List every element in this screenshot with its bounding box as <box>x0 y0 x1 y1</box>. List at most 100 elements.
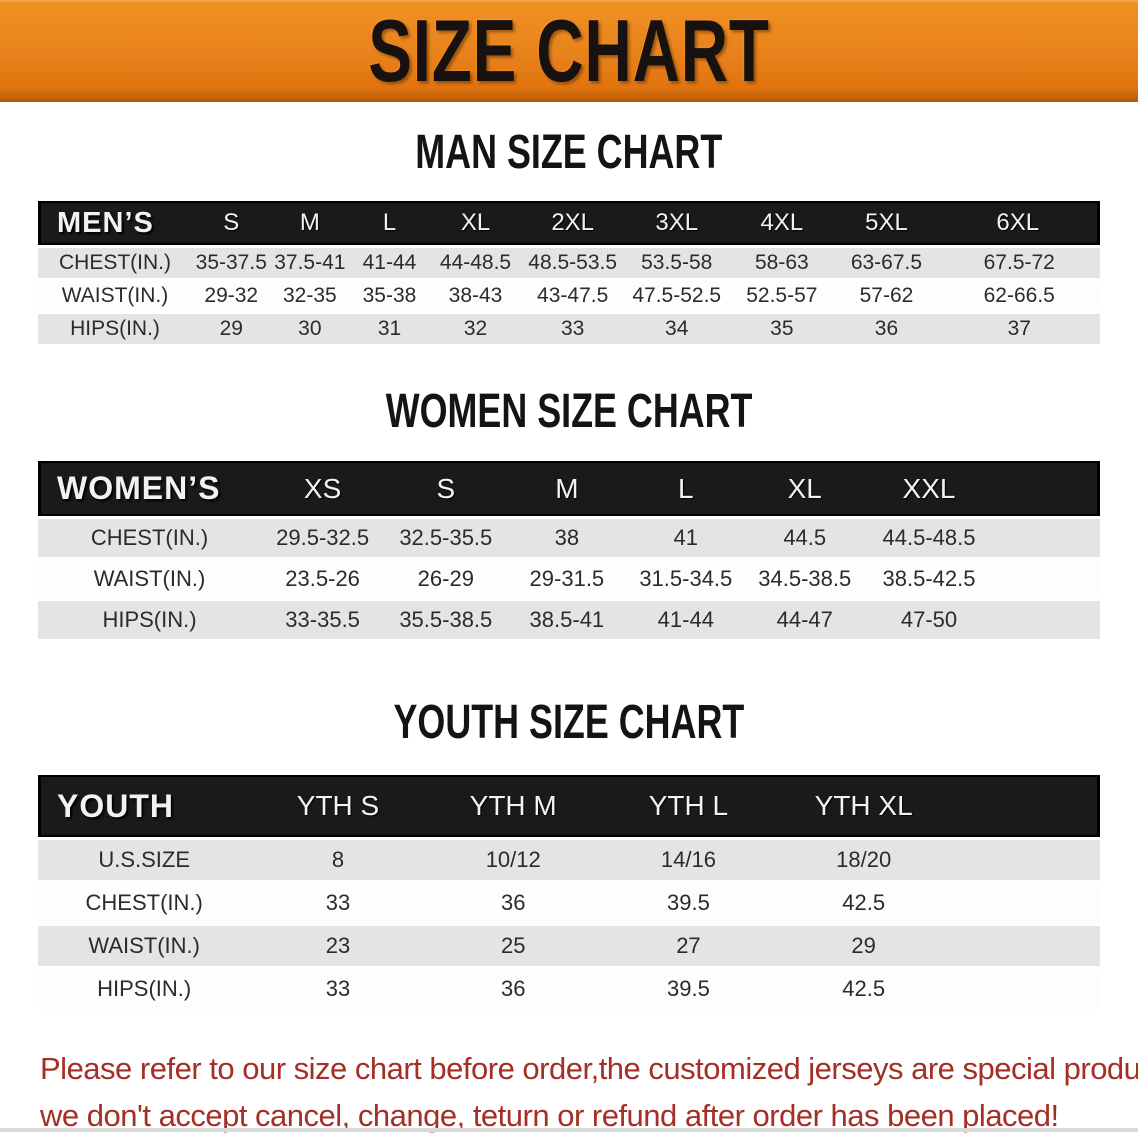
row-label: WAIST(IN.) <box>38 281 192 311</box>
column-header: XL <box>745 461 864 516</box>
column-header: L <box>349 201 430 245</box>
column-header: 2XL <box>521 201 624 245</box>
men-section-title: MAN SIZE CHART <box>0 128 1138 174</box>
size-value-cell: 38 <box>507 519 626 557</box>
size-value-cell: 35 <box>729 314 834 344</box>
size-value-cell: 57-62 <box>834 281 938 311</box>
disclaimer-line-2: we don't accept cancel, change, teturn o… <box>40 1093 1098 1139</box>
size-value-cell: 38-43 <box>430 281 521 311</box>
size-value-cell: 31 <box>349 314 430 344</box>
size-value-cell: 8 <box>250 840 425 880</box>
size-value-cell: 25 <box>426 926 601 966</box>
size-value-cell: 29 <box>192 314 271 344</box>
column-header: XS <box>261 461 384 516</box>
row-label: U.S.SIZE <box>38 840 250 880</box>
size-value-cell: 29.5-32.5 <box>261 519 384 557</box>
size-value-cell: 41-44 <box>349 248 430 278</box>
row-spacer <box>994 519 1100 557</box>
disclaimer-line-1: Please refer to our size chart before or… <box>40 1046 1098 1093</box>
banner-title: SIZE CHART <box>368 1 770 103</box>
table-header-label: YOUTH <box>38 775 250 837</box>
size-value-cell: 58-63 <box>729 248 834 278</box>
column-header: YTH S <box>250 775 425 837</box>
size-value-cell: 35-38 <box>349 281 430 311</box>
size-value-cell: 38.5-41 <box>507 601 626 639</box>
size-value-cell: 63-67.5 <box>834 248 938 278</box>
row-spacer <box>951 840 1100 880</box>
row-spacer <box>951 926 1100 966</box>
size-value-cell: 47.5-52.5 <box>624 281 729 311</box>
size-value-cell: 14/16 <box>601 840 776 880</box>
size-value-cell: 18/20 <box>776 840 951 880</box>
size-value-cell: 23.5-26 <box>261 560 384 598</box>
header-spacer <box>951 775 1100 837</box>
row-label: CHEST(IN.) <box>38 519 261 557</box>
table-header-label: MEN’S <box>38 201 192 245</box>
size-value-cell: 37 <box>938 314 1100 344</box>
size-value-cell: 10/12 <box>426 840 601 880</box>
size-value-cell: 31.5-34.5 <box>626 560 745 598</box>
size-value-cell: 37.5-41 <box>271 248 350 278</box>
column-header: 6XL <box>938 201 1100 245</box>
size-value-cell: 33 <box>250 883 425 923</box>
women-section-title: WOMEN SIZE CHART <box>0 387 1138 433</box>
size-value-cell: 29-32 <box>192 281 271 311</box>
size-value-cell: 41-44 <box>626 601 745 639</box>
size-value-cell: 36 <box>834 314 938 344</box>
row-spacer <box>951 969 1100 1009</box>
size-value-cell: 44-47 <box>745 601 864 639</box>
youth-section-title: YOUTH SIZE CHART <box>0 698 1138 744</box>
row-label: CHEST(IN.) <box>38 883 250 923</box>
size-value-cell: 39.5 <box>601 969 776 1009</box>
size-value-cell: 33 <box>250 969 425 1009</box>
size-value-cell: 44.5-48.5 <box>864 519 994 557</box>
row-label: HIPS(IN.) <box>38 314 192 344</box>
column-header: S <box>384 461 507 516</box>
size-value-cell: 42.5 <box>776 883 951 923</box>
column-header: 5XL <box>834 201 938 245</box>
size-value-cell: 30 <box>271 314 350 344</box>
size-value-cell: 47-50 <box>864 601 994 639</box>
size-value-cell: 41 <box>626 519 745 557</box>
bottom-edge-strip <box>0 1128 1138 1132</box>
size-value-cell: 43-47.5 <box>521 281 624 311</box>
size-value-cell: 36 <box>426 969 601 1009</box>
column-header: L <box>626 461 745 516</box>
row-label: WAIST(IN.) <box>38 560 261 598</box>
size-value-cell: 29 <box>776 926 951 966</box>
size-value-cell: 44-48.5 <box>430 248 521 278</box>
size-value-cell: 29-31.5 <box>507 560 626 598</box>
size-value-cell: 32 <box>430 314 521 344</box>
size-value-cell: 33-35.5 <box>261 601 384 639</box>
size-value-cell: 67.5-72 <box>938 248 1100 278</box>
size-value-cell: 53.5-58 <box>624 248 729 278</box>
size-value-cell: 39.5 <box>601 883 776 923</box>
size-value-cell: 42.5 <box>776 969 951 1009</box>
banner: SIZE CHART <box>0 0 1138 102</box>
disclaimer: Please refer to our size chart before or… <box>40 1046 1098 1139</box>
size-value-cell: 26-29 <box>384 560 507 598</box>
size-value-cell: 34 <box>624 314 729 344</box>
header-spacer <box>994 461 1100 516</box>
size-value-cell: 35.5-38.5 <box>384 601 507 639</box>
column-header: 3XL <box>624 201 729 245</box>
row-label: CHEST(IN.) <box>38 248 192 278</box>
